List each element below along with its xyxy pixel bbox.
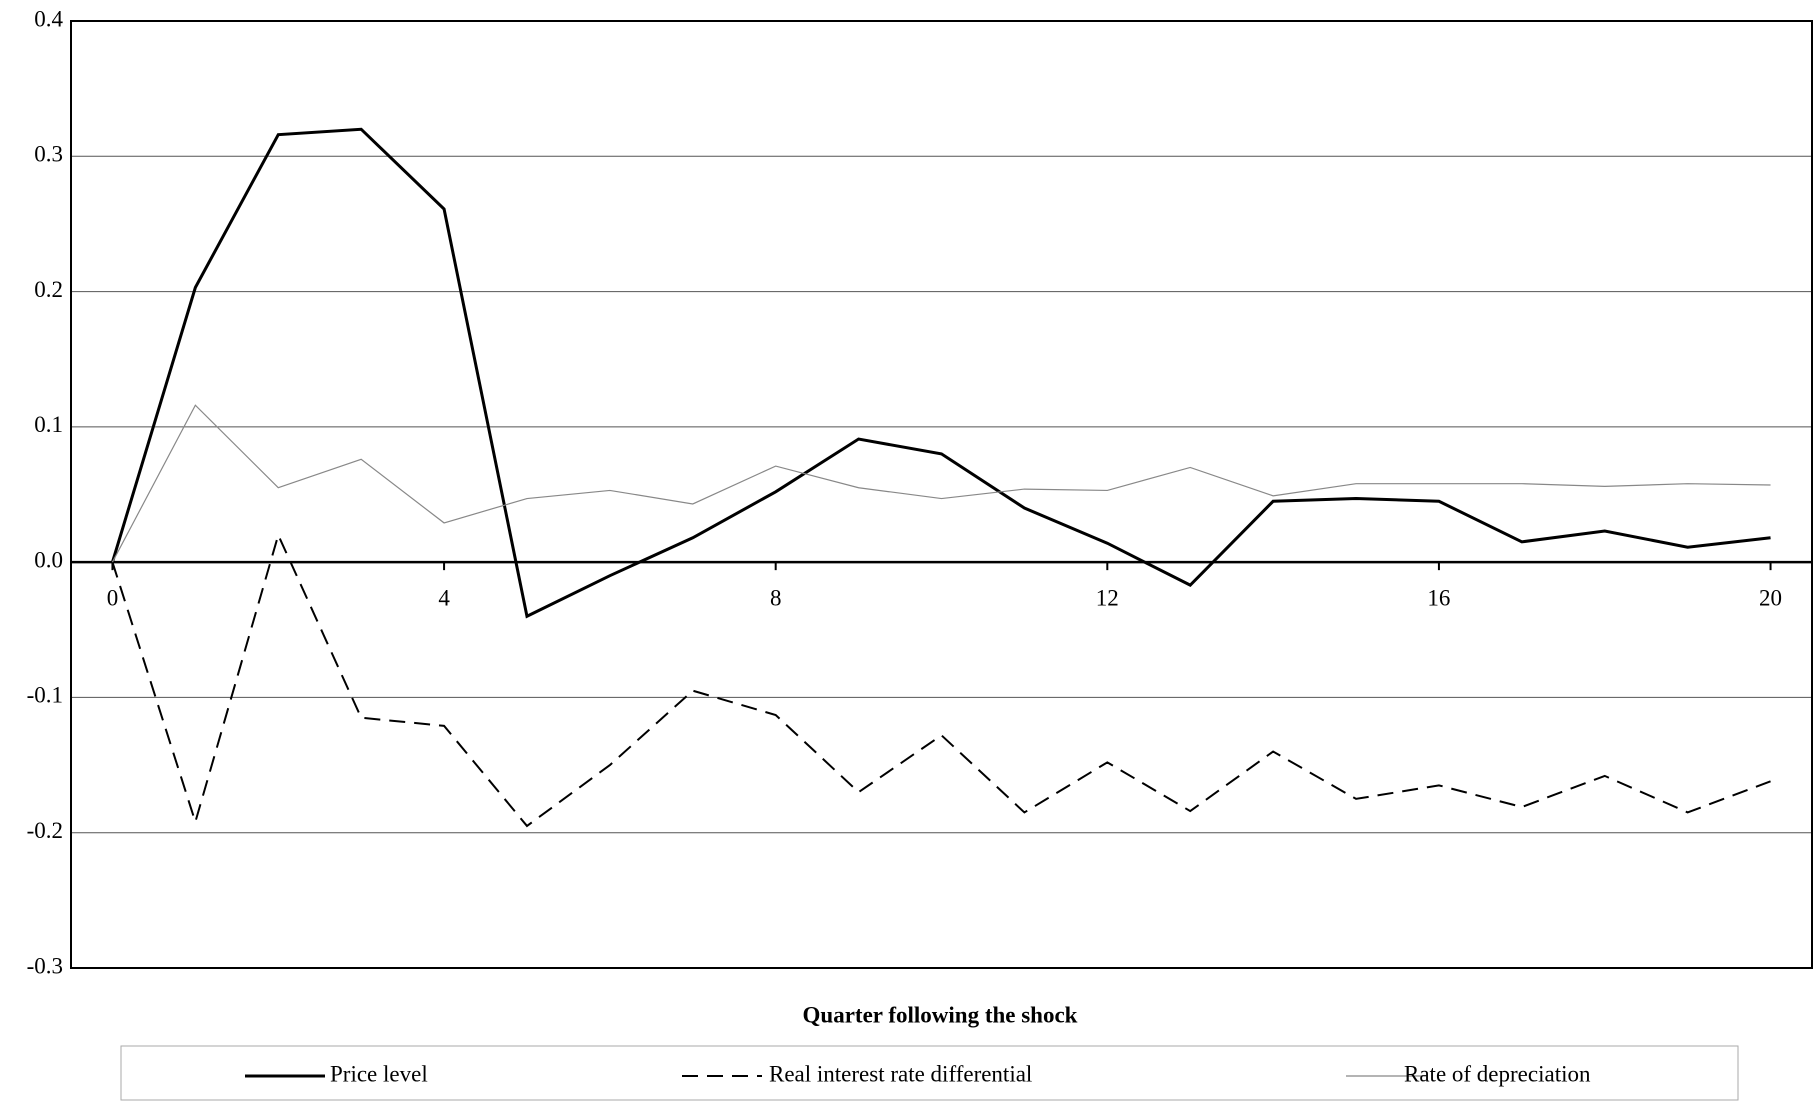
series-line xyxy=(111,532,1771,828)
y-tick-label: 0.3 xyxy=(34,142,63,167)
legend-label: Rate of depreciation xyxy=(1404,1061,1591,1086)
y-tick-label: -0.2 xyxy=(27,818,63,843)
y-tick-label: 0.4 xyxy=(34,6,63,31)
x-tick-label: 12 xyxy=(1096,585,1119,610)
y-tick-label: 0.0 xyxy=(34,547,63,572)
x-tick-label: 0 xyxy=(107,585,119,610)
y-tick-label: 0.2 xyxy=(34,277,63,302)
legend-label: Price level xyxy=(330,1061,428,1086)
series-line xyxy=(111,404,1771,563)
x-tick-label: 8 xyxy=(770,585,782,610)
plot-frame xyxy=(70,20,1813,969)
series-line xyxy=(111,127,1771,619)
legend-box xyxy=(120,1045,1739,1101)
x-tick-label: 20 xyxy=(1759,585,1782,610)
y-tick-label: -0.1 xyxy=(27,683,63,708)
x-axis-title: Quarter following the shock xyxy=(803,1002,1078,1027)
legend-label: Real interest rate differential xyxy=(769,1061,1032,1086)
x-tick-label: 16 xyxy=(1427,585,1450,610)
y-tick-label: -0.3 xyxy=(27,953,63,978)
y-tick-label: 0.1 xyxy=(34,412,63,437)
x-tick-label: 4 xyxy=(438,585,450,610)
